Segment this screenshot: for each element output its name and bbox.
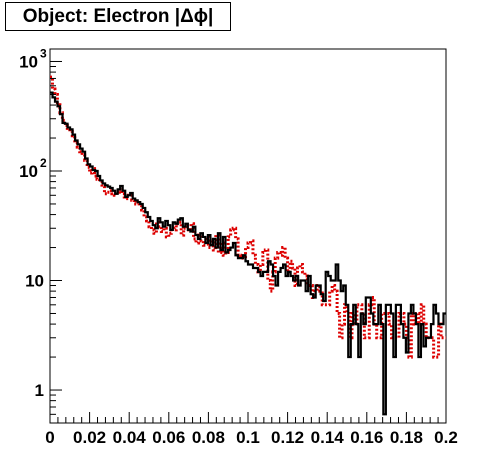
y-tick-label: 10 (19, 52, 38, 71)
y-tick-exponent: 3 (40, 46, 47, 60)
series-layer (50, 75, 446, 416)
x-tick-label: 0.04 (113, 428, 147, 447)
y-tick-label: 1 (35, 381, 44, 400)
x-tick-label: 0.16 (350, 428, 383, 447)
x-tick-label: 0.12 (271, 428, 304, 447)
y-tick-label: 10 (19, 162, 38, 181)
x-tick-label: 0.02 (73, 428, 106, 447)
x-axis: 0 0.02 0.04 0.06 0.08 0.1 0.12 0.14 0.16 0.18 0.2 (45, 412, 458, 447)
y-tick-exponent: 2 (40, 156, 47, 170)
y-tick-label: 10 (25, 272, 44, 291)
x-tick-label: 0.1 (236, 428, 260, 447)
x-tick-label: 0.08 (192, 428, 225, 447)
x-tick-label: 0.14 (311, 428, 345, 447)
series-black-solid-line (50, 91, 446, 416)
x-tick-label: 0 (45, 428, 54, 447)
chart-title-box: Object: Electron |Δϕ| (5, 2, 231, 31)
x-tick-label: 0.18 (390, 428, 423, 447)
x-tick-label: 0.06 (152, 428, 185, 447)
x-tick-label: 0.2 (434, 428, 458, 447)
chart-title: Object: Electron |Δϕ| (22, 5, 214, 27)
